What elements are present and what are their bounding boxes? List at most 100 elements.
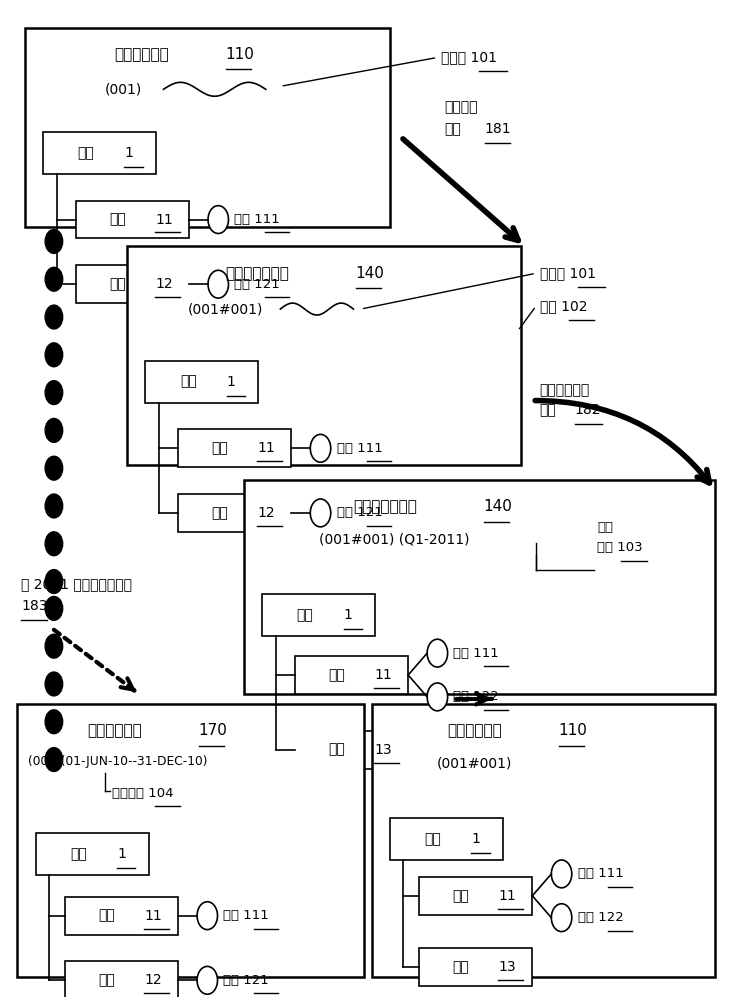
- Text: 顶层: 顶层: [297, 608, 314, 622]
- Text: 181: 181: [485, 122, 512, 136]
- Text: 11: 11: [498, 889, 516, 903]
- Text: 12: 12: [155, 277, 173, 291]
- FancyBboxPatch shape: [419, 948, 532, 986]
- FancyBboxPatch shape: [390, 818, 503, 860]
- Text: 标识符 101: 标识符 101: [539, 266, 595, 280]
- Text: 子层: 子层: [99, 973, 115, 987]
- Text: 项目 122: 项目 122: [578, 911, 623, 924]
- Text: 项目 111: 项目 111: [336, 442, 382, 455]
- Text: 日期 103: 日期 103: [597, 541, 643, 554]
- Text: 11: 11: [155, 213, 173, 227]
- Text: 13: 13: [374, 743, 392, 757]
- Text: 标识符 101: 标识符 101: [441, 50, 497, 64]
- Text: 子层: 子层: [110, 277, 126, 291]
- Text: 项目 121: 项目 121: [223, 974, 269, 987]
- Text: 不活动数据结构: 不活动数据结构: [353, 499, 417, 514]
- Text: 12: 12: [258, 506, 275, 520]
- Circle shape: [45, 305, 63, 329]
- Text: 子层: 子层: [99, 909, 115, 923]
- FancyBboxPatch shape: [65, 897, 178, 935]
- Circle shape: [45, 494, 63, 518]
- Text: 有效: 有效: [597, 521, 613, 534]
- Circle shape: [427, 683, 447, 711]
- Circle shape: [427, 639, 447, 667]
- Circle shape: [311, 499, 330, 527]
- Text: 项目 111: 项目 111: [223, 909, 269, 922]
- FancyBboxPatch shape: [372, 704, 715, 977]
- Text: 顶层: 顶层: [425, 832, 442, 846]
- Text: 140: 140: [355, 266, 385, 281]
- Text: 修改被复制的: 修改被复制的: [539, 384, 590, 398]
- Text: 13: 13: [498, 960, 516, 974]
- Text: 结构: 结构: [539, 403, 556, 418]
- Text: (001#001): (001#001): [188, 302, 263, 316]
- Text: 历史数据结构: 历史数据结构: [87, 723, 142, 738]
- Text: 项目 111: 项目 111: [578, 867, 623, 880]
- Text: 1: 1: [124, 146, 133, 160]
- FancyBboxPatch shape: [295, 731, 408, 768]
- FancyBboxPatch shape: [244, 480, 715, 694]
- Text: 11: 11: [374, 668, 392, 682]
- Text: 1: 1: [472, 832, 481, 846]
- FancyBboxPatch shape: [76, 201, 189, 238]
- Text: 顶层: 顶层: [180, 375, 197, 389]
- Text: 子层: 子层: [328, 668, 345, 682]
- FancyBboxPatch shape: [178, 494, 291, 532]
- Circle shape: [45, 710, 63, 734]
- Circle shape: [45, 267, 63, 291]
- FancyBboxPatch shape: [76, 265, 189, 303]
- Text: 活动数据结构: 活动数据结构: [114, 47, 169, 62]
- Text: 1: 1: [117, 847, 126, 861]
- Circle shape: [197, 902, 218, 930]
- Text: 11: 11: [144, 909, 162, 923]
- Text: 项目 111: 项目 111: [453, 647, 499, 660]
- Text: (001): (001): [105, 82, 142, 96]
- FancyBboxPatch shape: [295, 656, 408, 694]
- FancyBboxPatch shape: [18, 704, 364, 977]
- Text: 子层: 子层: [212, 441, 228, 455]
- Text: 183: 183: [21, 599, 48, 613]
- FancyBboxPatch shape: [419, 877, 532, 915]
- Text: 顶层: 顶层: [71, 847, 87, 861]
- Text: 子层: 子层: [453, 889, 470, 903]
- Circle shape: [551, 860, 572, 888]
- Text: 活动数据结构: 活动数据结构: [447, 723, 502, 738]
- Text: 170: 170: [199, 723, 227, 738]
- Text: 子层: 子层: [328, 743, 345, 757]
- Text: 项目 111: 项目 111: [234, 213, 280, 226]
- Text: 复制活动: 复制活动: [445, 100, 478, 114]
- Circle shape: [551, 904, 572, 932]
- Circle shape: [208, 206, 228, 233]
- Circle shape: [197, 966, 218, 994]
- Text: 结构: 结构: [445, 122, 461, 136]
- Text: 12: 12: [144, 973, 162, 987]
- Text: 不活动数据结构: 不活动数据结构: [225, 266, 289, 281]
- Circle shape: [45, 418, 63, 442]
- FancyBboxPatch shape: [43, 132, 156, 174]
- Text: (001#001): (001#001): [437, 757, 512, 771]
- Text: 11: 11: [258, 441, 275, 455]
- FancyBboxPatch shape: [65, 961, 178, 999]
- Text: 1: 1: [227, 375, 236, 389]
- FancyBboxPatch shape: [262, 594, 375, 636]
- Text: 项目 121: 项目 121: [336, 506, 382, 519]
- Text: 在 2011 第一季度开始时: 在 2011 第一季度开始时: [21, 578, 132, 592]
- Text: (001#001) (Q1-2011): (001#001) (Q1-2011): [319, 533, 470, 547]
- FancyBboxPatch shape: [178, 429, 291, 467]
- Circle shape: [45, 672, 63, 696]
- FancyBboxPatch shape: [145, 361, 258, 403]
- Text: 时间周期 104: 时间周期 104: [113, 787, 174, 800]
- Circle shape: [45, 381, 63, 405]
- Text: 140: 140: [484, 499, 513, 514]
- Text: 1: 1: [344, 608, 353, 622]
- Text: 项目 122: 项目 122: [453, 690, 499, 703]
- Circle shape: [45, 570, 63, 593]
- Circle shape: [45, 456, 63, 480]
- Circle shape: [45, 532, 63, 556]
- Circle shape: [45, 596, 63, 620]
- Circle shape: [311, 434, 330, 462]
- Text: 后级 102: 后级 102: [539, 299, 587, 313]
- Circle shape: [45, 748, 63, 771]
- FancyBboxPatch shape: [25, 28, 390, 227]
- Text: 182: 182: [575, 403, 601, 418]
